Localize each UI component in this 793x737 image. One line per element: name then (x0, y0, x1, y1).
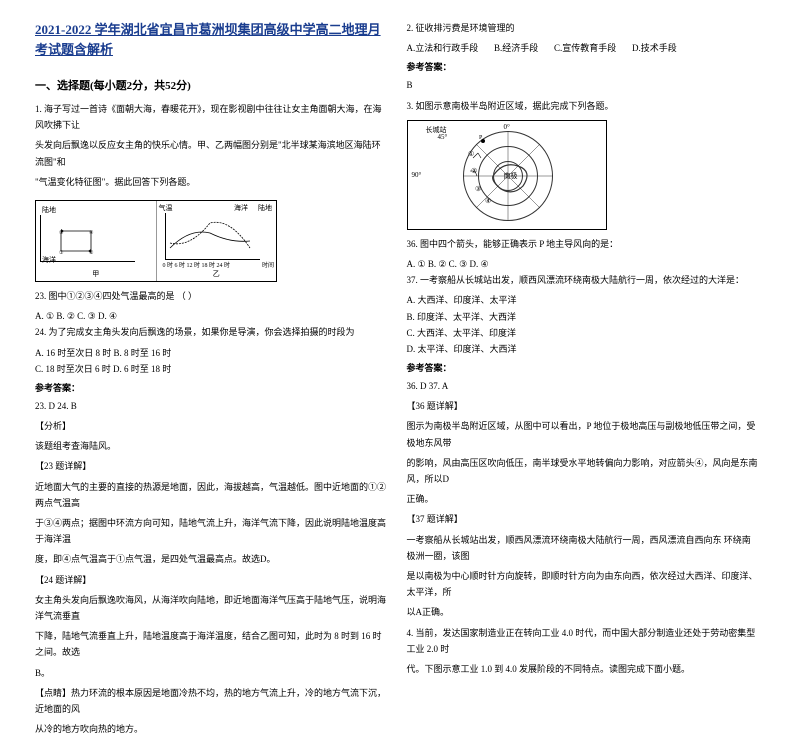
detail36-p3: 正确。 (407, 491, 759, 507)
q37-opt-c: C. 大西洋、太平洋、印度洋 (407, 325, 759, 341)
q2-options: A.立法和行政手段 B.经济手段 C.宣传教育手段 D.技术手段 (407, 40, 759, 56)
polar-lines-icon: ① ② ③ ④ P (463, 131, 553, 221)
q4-p2: 代。下图示意工业 1.0 到 4.0 发展阶段的不同特点。读图完成下面小题。 (407, 661, 759, 677)
circulation-arrows-icon: ③ ④ ① ② (56, 226, 96, 256)
svg-text:④: ④ (89, 230, 94, 236)
ans2: B (407, 77, 759, 93)
svg-text:①: ① (468, 150, 474, 158)
detail23-p2: 于③④两点；据图中环流方向可知，陆地气流上升，海洋气流下降，因此说明陆地温度高于… (35, 515, 387, 547)
q36-options: A. ① B. ② C. ③ D. ④ (407, 256, 759, 272)
detail37-p3: 以A正确。 (407, 604, 759, 620)
q24: 24. 为了完成女主角头发向后飘逸的场景，如果你是导演，你会选择拍摄的时段为 (35, 324, 387, 340)
q37: 37. 一考察船从长城站出发，顺西风漂流环绕南极大陆航行一周，依次经过的大洋是： (407, 272, 759, 288)
analysis-text: 该题组考查海陆风。 (35, 438, 387, 454)
section-1-heading: 一、选择题(每小题2分，共52分) (35, 77, 387, 93)
chart-panel-left: 陆地 海洋 甲 ③ ④ ① ② (36, 201, 157, 281)
q37-opt-a: A. 大西洋、印度洋、太平洋 (407, 292, 759, 308)
chart-panel-right: 气温 海洋 陆地 0 时 6 时 12 时 18 时 24 时 时间 乙 (157, 201, 277, 281)
map-lon-90: 90° (412, 171, 422, 179)
intro-p1: 1. 海子写过一首诗《面朝大海，春暖花开》，现在影视剧中往往让女主角面朝大海，在… (35, 101, 387, 133)
right-legend1: 海洋 (234, 203, 248, 213)
point-label: 【点睛】热力环流的根本原因是地面冷热不均，热的地方气流上升，冷的地方气流下沉，近… (35, 685, 387, 717)
q2-opt-c: C.宣传教育手段 (554, 43, 616, 53)
detail37-label: 【37 题详解】 (407, 511, 759, 527)
right-ylabel: 气温 (159, 203, 173, 213)
q4-p1: 4. 当前，发达国家制造业正在转向工业 4.0 时代，而中国大部分制造业还处于劳… (407, 625, 759, 657)
q24-opt-c: C. 18 时至次日 6 时 D. 6 时至 18 时 (35, 361, 387, 377)
q37-opt-d: D. 太平洋、印度洋、大西洋 (407, 341, 759, 357)
detail23-p1: 近地面大气的主要的直接的热源是地面，因此，海拔越高，气温越低。图中近地面的①②两… (35, 479, 387, 511)
q2-opt-d: D.技术手段 (632, 43, 677, 53)
q37-opt-b: B. 印度洋、太平洋、大西洋 (407, 309, 759, 325)
right-timelabel: 时间 (262, 260, 274, 269)
ref-answer-label-3: 参考答案： (407, 361, 759, 374)
map-lon-45: 45° (438, 133, 448, 141)
detail36-p2: 的影响，风由高压区吹向低压，南半球受水平地转偏向力影响，对应箭头④，风向是东南风… (407, 455, 759, 487)
point-p2: 从冷的地方吹向热的地方。 (35, 721, 387, 737)
q36: 36. 图中四个箭头，能够正确表示 P 地主导风向的是： (407, 236, 759, 252)
q2-text: 2. 征收排污费是环境管理的 (407, 20, 759, 36)
q23-options: A. ① B. ② C. ③ D. ④ (35, 308, 387, 324)
temp-curves-icon (165, 213, 260, 259)
svg-text:④: ④ (485, 197, 491, 205)
detail24-label: 【24 题详解】 (35, 572, 387, 588)
detail24-p1: 女主角头发向后飘逸吹海风，从海洋吹向陆地，即近地面海洋气压高于陆地气压，说明海洋… (35, 592, 387, 624)
map-lon-0: 0° (504, 123, 510, 131)
ans-36-37: 36. D 37. A (407, 378, 759, 394)
detail37-p1: 一考察船从长城站出发，顺西风漂流环绕南极大陆航行一周，西风漂流自西向东 环绕南极… (407, 532, 759, 564)
label-land: 陆地 (42, 205, 56, 215)
intro-p3: "气温变化特征图"。据此回答下列各题。 (35, 174, 387, 190)
detail23-label: 【23 题详解】 (35, 458, 387, 474)
title-line-1: 2021-2022 学年湖北省宜昌市葛洲坝集团高级中学高二地理月 (35, 22, 381, 37)
detail24-p2: 下降，陆地气流垂直上升，陆地温度高于海洋温度，结合乙图可知，此时为 8 时到 1… (35, 628, 387, 660)
label-sea: 海洋 (42, 255, 56, 265)
intro-p2: 头发向后飘逸以反应女主角的快乐心情。甲、乙两幅图分别是"北半球某海滨地区海陆环流… (35, 137, 387, 169)
detail24-p3: B。 (35, 665, 387, 681)
detail36-p1: 图示为南极半岛附近区域，从图中可以看出，P 地位于极地高压与副极地低压带之间，受… (407, 418, 759, 450)
detail36-label: 【36 题详解】 (407, 398, 759, 414)
right-legend2: 陆地 (258, 203, 272, 213)
q3-intro: 3. 如图示意南极半岛附近区域，据此完成下列各题。 (407, 98, 759, 114)
detail23-p3: 度，即④点气温高于①点气温，是四处气温最高点。故选D。 (35, 551, 387, 567)
title-line-2: 考试题含解析 (35, 42, 113, 57)
q23: 23. 图中①②③④四处气温最高的是 （ ） (35, 288, 387, 304)
chart-figure: 陆地 海洋 甲 ③ ④ ① ② 气温 海洋 陆地 (35, 200, 277, 282)
ref-answer-label-1: 参考答案： (35, 381, 387, 394)
ans-23-24: 23. D 24. B (35, 398, 387, 414)
polar-map-figure: 长城站 南极 90° 0° 45° ① ② ③ ④ P (407, 120, 607, 230)
chart-left-caption: 甲 (92, 269, 99, 279)
q24-opt-a: A. 16 时至次日 8 时 B. 8 时至 16 时 (35, 345, 387, 361)
chart-right-caption: 乙 (213, 269, 220, 279)
svg-text:③: ③ (59, 230, 64, 236)
ref-answer-label-2: 参考答案： (407, 60, 759, 73)
analysis-label: 【分析】 (35, 418, 387, 434)
right-xaxis: 0 时 6 时 12 时 18 时 24 时 (163, 260, 231, 269)
svg-text:③: ③ (475, 185, 481, 193)
svg-text:②: ② (89, 250, 94, 256)
svg-text:①: ① (59, 250, 64, 256)
q2-opt-a: A.立法和行政手段 (407, 43, 479, 53)
q2-opt-b: B.经济手段 (494, 43, 538, 53)
detail37-p2: 是以南极为中心顺时针方向旋转，即顺时针方向为由东向西，依次经过大西洋、印度洋、太… (407, 568, 759, 600)
